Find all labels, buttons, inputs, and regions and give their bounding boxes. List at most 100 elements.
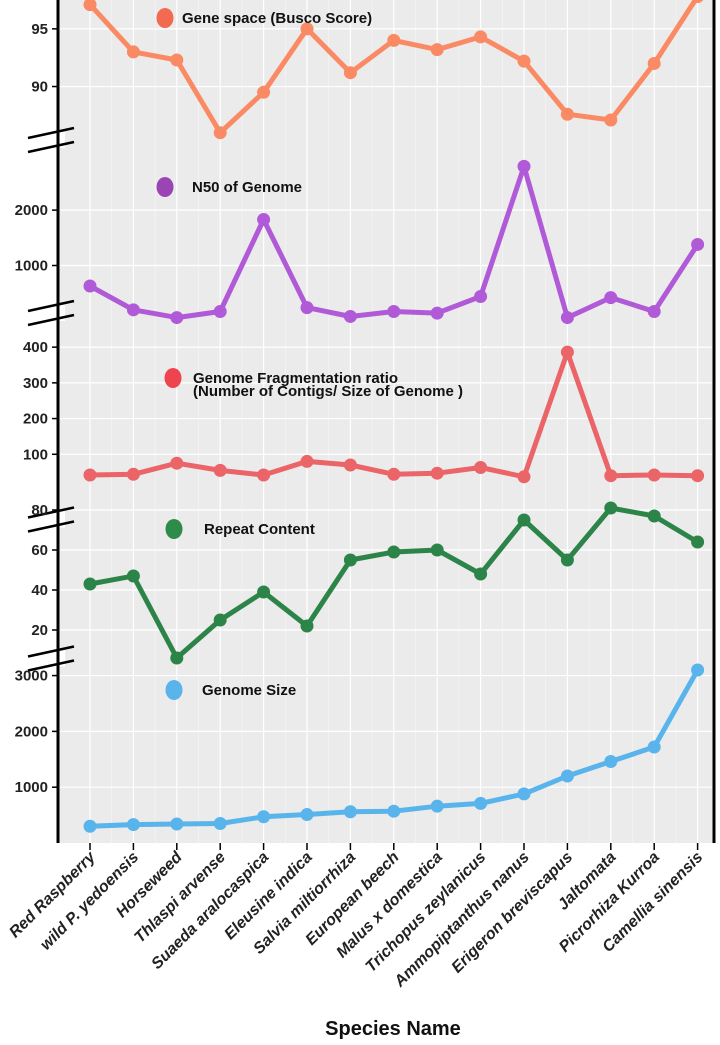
panel-3-ytick-label: 400: [23, 339, 48, 356]
panel-4-point-horseweed: [170, 651, 184, 665]
plot-area: [58, 0, 715, 843]
panel-5-point-erigeron-breviscapus: [560, 769, 574, 783]
panel-5-point-red-raspberry: [83, 819, 97, 833]
panel-4-point-salvia-miltiorrhiza: [343, 553, 357, 567]
panel-3-point-eleusine-indica: [300, 454, 314, 468]
panel-3-point-trichopus-zeylanicus: [474, 461, 488, 474]
panel-2-point-picrorhiza-kurroa: [647, 304, 661, 318]
panel-2-point-thlaspi-arvense: [213, 304, 227, 318]
axis-break-slash: [27, 520, 75, 533]
panel-3-ytick-label: 100: [23, 446, 48, 463]
panel-3-point-european-beech: [387, 467, 401, 481]
legend-layer: Gene space (Busco Score) N50 of Genome Gen…: [156, 8, 463, 700]
panel-5-point-picrorhiza-kurroa: [647, 740, 661, 754]
panel-4-point-thlaspi-arvense: [213, 613, 227, 627]
panel-3-ytick-label: 200: [23, 411, 48, 428]
panel-2-point-suaeda-aralocaspica: [257, 213, 271, 227]
panel-1-ytick-label: 95: [31, 21, 48, 38]
axis-break-slash: [27, 313, 75, 327]
panel-4-ytick-label: 20: [31, 622, 48, 639]
panel-2-point-salvia-miltiorrhiza: [343, 309, 357, 323]
panel-2-ytick-label: 2000: [15, 202, 48, 219]
panel-5-point-ammopiptanthus-nanus: [517, 787, 531, 801]
panel-2-point-european-beech: [387, 304, 401, 318]
panel-1-point-malus-x-domestica: [430, 43, 444, 57]
panel-1-point-picrorhiza-kurroa: [647, 56, 661, 70]
panel-2-legend-label: N50 of Genome: [192, 179, 302, 196]
panel-4-point-jaltomata: [604, 501, 618, 515]
panel-1-legend-marker: [156, 8, 174, 28]
series-layer: [83, 0, 705, 833]
tick-label-layer: 90 95 1000 2000 100 200 300 400 20 40 60 80 1000 2000…: [15, 21, 699, 850]
panel-3-legend-marker: [164, 368, 182, 388]
panel-3-legend-label: Genome Fragmentation ratio: [193, 370, 398, 387]
panel-1-point-suaeda-aralocaspica: [257, 85, 271, 99]
panel-5-point-wild-p-yedoensis: [126, 818, 140, 832]
axis-break-slash: [27, 659, 75, 672]
panel-5-legend-marker: [165, 680, 183, 700]
panel-3-point-suaeda-aralocaspica: [257, 468, 271, 482]
panel-1-point-camellia-sinensis: [692, 0, 704, 4]
axis-break-slash: [27, 506, 75, 519]
panel-4-point-camellia-sinensis: [691, 535, 705, 549]
panel-5-point-trichopus-zeylanicus: [474, 796, 488, 810]
panel-4-ytick-label: 80: [31, 502, 48, 519]
panel-3-point-ammopiptanthus-nanus: [517, 470, 531, 484]
panel-5-point-camellia-sinensis: [691, 663, 705, 677]
panel-1-point-thlaspi-arvense: [213, 126, 227, 140]
panel-4-point-red-raspberry: [83, 577, 97, 591]
panel-4-point-malus-x-domestica: [430, 543, 444, 557]
panel-1-point-ammopiptanthus-nanus: [517, 54, 531, 68]
panel-3-point-camellia-sinensis: [691, 469, 705, 483]
panel-2-point-eleusine-indica: [300, 301, 314, 315]
panel-2-point-wild-p-yedoensis: [126, 303, 140, 317]
panel-2-point-red-raspberry: [83, 279, 97, 293]
panel-1-point-erigeron-breviscapus: [560, 107, 574, 121]
panel-2-point-erigeron-breviscapus: [560, 311, 574, 325]
panel-1-point-horseweed: [170, 53, 184, 67]
panel-4-legend-label: Repeat Content: [204, 521, 315, 538]
panel-1-point-jaltomata: [604, 113, 618, 127]
panel-3-point-picrorhiza-kurroa: [647, 468, 661, 482]
panel-2-legend-marker: [156, 177, 174, 197]
panel-2-point-horseweed: [170, 311, 184, 325]
panel-5-ytick-label: 1000: [15, 779, 48, 796]
panel-4-ytick-label: 40: [31, 582, 48, 599]
axis-break-layer: [25, 126, 75, 672]
panel-4-point-european-beech: [387, 545, 401, 559]
panel-3-point-thlaspi-arvense: [213, 463, 227, 477]
axis-break-slash: [27, 140, 75, 154]
panel-1-point-wild-p-yedoensis: [126, 45, 140, 59]
panel-2-point-camellia-sinensis: [691, 237, 705, 251]
panel-3-legend-label-line2: (Number of Contigs/ Size of Genome ): [193, 383, 463, 400]
x-axis-title: Species Name: [325, 1018, 461, 1040]
panel-5-point-suaeda-aralocaspica: [257, 810, 271, 824]
grid-layer: [58, 0, 714, 843]
panel-3-point-jaltomata: [604, 469, 618, 483]
axis-break-slash: [27, 126, 75, 140]
panel-1-point-red-raspberry: [83, 0, 97, 12]
panel-4-point-ammopiptanthus-nanus: [517, 513, 531, 527]
panel-2-point-ammopiptanthus-nanus: [517, 159, 531, 173]
panel-3-ytick-label: 300: [23, 375, 48, 392]
panel-5-ytick-label: 2000: [15, 723, 48, 740]
axis-break-slash: [27, 645, 75, 658]
panel-1-ytick-label: 90: [31, 79, 48, 96]
panel-2-point-malus-x-domestica: [430, 306, 444, 320]
axis-break-slash: [27, 299, 75, 313]
panel-4-point-eleusine-indica: [300, 619, 314, 633]
panel-4-legend-marker: [165, 519, 183, 539]
panel-5-point-european-beech: [387, 804, 401, 818]
panel-4-point-wild-p-yedoensis: [126, 569, 140, 583]
panel-5-point-jaltomata: [604, 755, 618, 769]
panel-4-point-trichopus-zeylanicus: [474, 567, 488, 581]
panel-3-point-wild-p-yedoensis: [126, 467, 140, 481]
panel-1-point-salvia-miltiorrhiza: [343, 66, 357, 80]
panel-3-point-red-raspberry: [83, 468, 97, 482]
panel-1-point-eleusine-indica: [300, 22, 314, 36]
panel-3-point-malus-x-domestica: [430, 466, 444, 480]
panel-5-ytick-label: 3000: [15, 668, 48, 685]
panel-1-point-trichopus-zeylanicus: [474, 30, 488, 44]
